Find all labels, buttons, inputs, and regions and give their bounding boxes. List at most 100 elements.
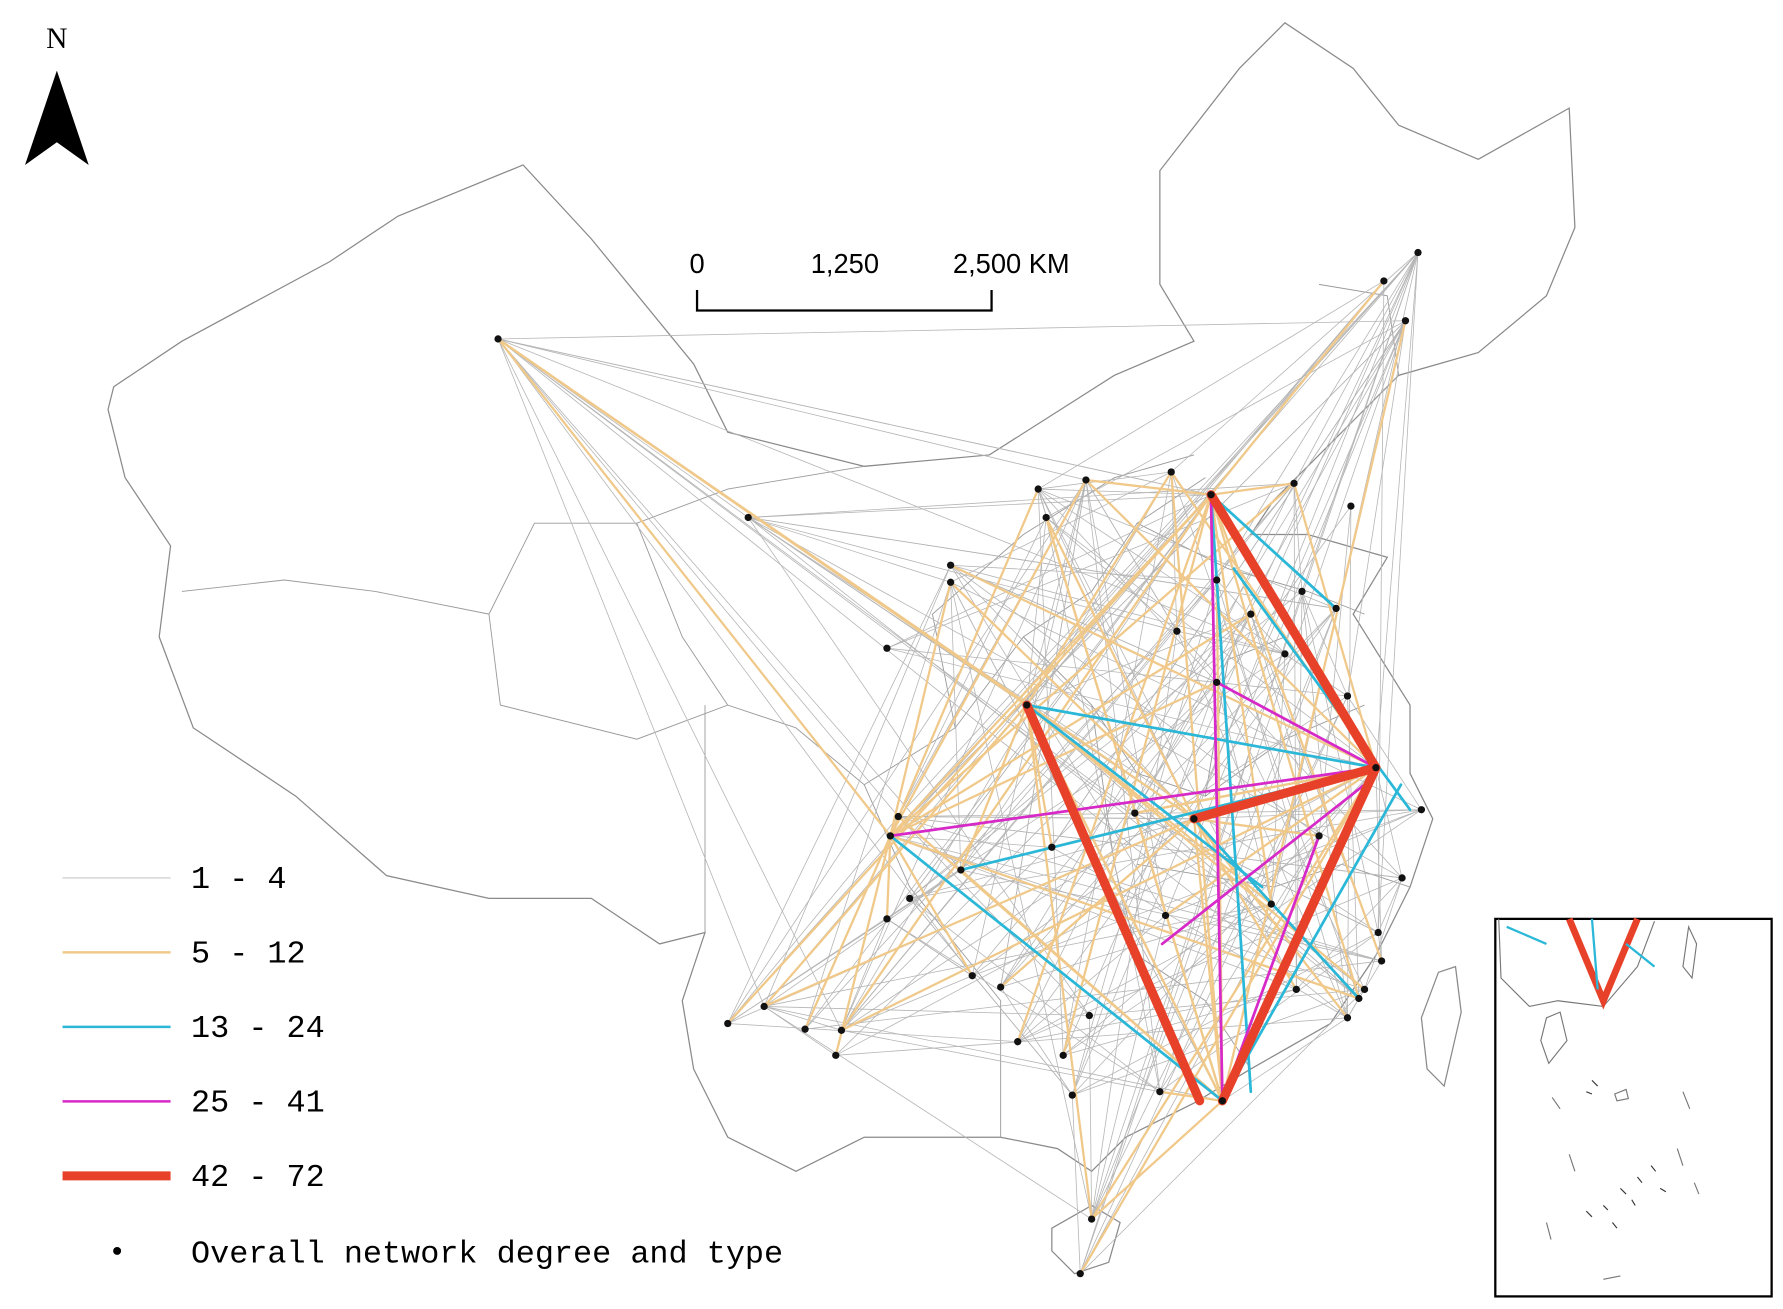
network-link xyxy=(1088,1015,1093,1220)
network-node xyxy=(494,335,502,343)
network-link xyxy=(841,918,888,1031)
network-link xyxy=(1091,252,1419,1220)
network-link xyxy=(909,809,1422,899)
network-link xyxy=(1216,252,1419,581)
network-link xyxy=(747,517,952,583)
network-node xyxy=(1298,587,1306,596)
network-link xyxy=(1085,479,1178,632)
network-link xyxy=(1017,988,1297,1043)
network-link xyxy=(1206,490,1381,773)
network-link xyxy=(727,564,952,1024)
network-link xyxy=(1215,680,1378,770)
network-node xyxy=(1377,957,1386,965)
network-link xyxy=(841,1029,1161,1093)
network-link xyxy=(888,766,1378,838)
network-link xyxy=(1071,579,1218,1096)
network-node xyxy=(1343,692,1352,700)
network-link xyxy=(1295,877,1403,990)
network-link xyxy=(727,1023,1019,1043)
network-link xyxy=(889,252,1419,837)
network-node xyxy=(1207,491,1215,499)
network-node xyxy=(1161,911,1170,920)
network-link xyxy=(889,612,1252,838)
network-node xyxy=(1042,513,1050,522)
network-link xyxy=(1216,681,1365,990)
network-link xyxy=(971,818,1195,977)
north-label: N xyxy=(46,23,67,55)
north-arrow xyxy=(25,70,89,165)
network-link xyxy=(1209,493,1360,1000)
network-link xyxy=(834,834,892,1057)
network-link xyxy=(840,493,1213,1032)
network-link xyxy=(497,338,1087,481)
network-link xyxy=(949,581,1196,820)
network-link xyxy=(1026,517,1047,706)
network-link xyxy=(1209,279,1386,496)
network-link xyxy=(727,816,899,1024)
network-node xyxy=(744,513,752,522)
network-node xyxy=(1343,1014,1352,1022)
network-link xyxy=(763,1006,837,1056)
legend-label: 1 - 4 xyxy=(191,862,286,898)
network-link xyxy=(1222,1017,1348,1102)
network-link xyxy=(1071,932,1379,1096)
network-link xyxy=(1037,280,1385,490)
network-link xyxy=(1377,252,1419,933)
network-link xyxy=(1071,767,1377,1096)
scale-label: 1,250 xyxy=(811,248,879,279)
network-link xyxy=(1216,579,1348,1019)
network-link xyxy=(1189,763,1381,824)
network-nodes xyxy=(494,248,1426,1278)
network-link xyxy=(497,338,842,1031)
network-link xyxy=(1091,608,1337,1220)
inset-frame xyxy=(1494,917,1773,1298)
network-link xyxy=(1037,471,1172,490)
network-link xyxy=(841,471,1172,1031)
network-node xyxy=(1267,900,1275,908)
network-node xyxy=(1034,485,1042,493)
network-link xyxy=(1209,493,1273,906)
network-links xyxy=(496,252,1422,1275)
network-link xyxy=(1209,493,1338,610)
network-link xyxy=(1377,280,1385,933)
network-link xyxy=(1045,517,1377,769)
network-link xyxy=(885,834,892,921)
network-link xyxy=(841,479,1087,1031)
legend-label: 42 - 72 xyxy=(191,1160,325,1196)
network-link xyxy=(950,564,1286,655)
network-link xyxy=(1209,482,1296,496)
inset-map xyxy=(1498,917,1700,1280)
network-node xyxy=(1414,248,1422,257)
network-node xyxy=(886,832,895,840)
network-link xyxy=(727,479,1087,1024)
network-link xyxy=(1209,499,1224,1103)
network-node xyxy=(946,578,955,586)
network-link xyxy=(1026,479,1087,706)
network-link xyxy=(763,1006,1093,1220)
network-link xyxy=(889,834,974,977)
network-link xyxy=(886,647,1377,769)
network-link xyxy=(763,1006,1223,1102)
network-link xyxy=(888,834,1224,1103)
network-link xyxy=(835,681,1218,1056)
network-node xyxy=(724,1019,732,1028)
network-link xyxy=(1134,812,1379,933)
network-link xyxy=(763,564,952,1007)
network-node xyxy=(883,644,891,652)
network-node xyxy=(1048,843,1056,851)
network-link xyxy=(1159,932,1379,1093)
network-link xyxy=(886,918,1161,1093)
network-link xyxy=(886,918,973,977)
network-node xyxy=(1014,1038,1022,1046)
network-link xyxy=(1292,482,1378,769)
network-node xyxy=(1360,985,1369,994)
network-link xyxy=(497,338,1286,655)
network-link xyxy=(1170,471,1360,999)
network-link xyxy=(1375,252,1419,769)
network-node xyxy=(957,866,965,874)
network-link xyxy=(1232,567,1412,812)
network-link xyxy=(1377,877,1403,933)
network-link xyxy=(1017,482,1295,1043)
network-link xyxy=(950,564,1218,581)
network-link xyxy=(1293,252,1419,484)
